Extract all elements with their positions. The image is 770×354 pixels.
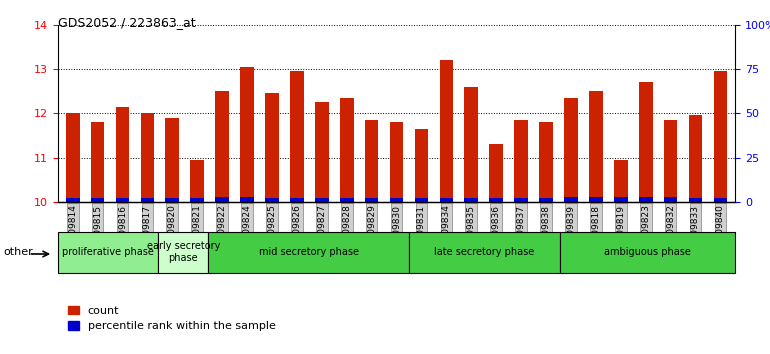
- Bar: [240, 67, 254, 198]
- Bar: [190, 160, 204, 198]
- Bar: [714, 198, 727, 202]
- Text: early secretory
phase: early secretory phase: [146, 241, 220, 263]
- Bar: [116, 107, 129, 198]
- Bar: [714, 71, 727, 198]
- Text: GDS2052 / 223863_at: GDS2052 / 223863_at: [58, 16, 196, 29]
- Bar: [688, 115, 702, 198]
- Bar: [58, 232, 158, 273]
- Bar: [216, 91, 229, 198]
- Bar: [158, 232, 209, 273]
- Bar: [688, 198, 702, 202]
- Text: late secretory phase: late secretory phase: [434, 247, 534, 257]
- Bar: [664, 198, 678, 202]
- Bar: [365, 120, 379, 198]
- Text: proliferative phase: proliferative phase: [62, 247, 154, 257]
- Bar: [414, 198, 428, 202]
- Bar: [315, 102, 329, 198]
- Bar: [639, 82, 652, 198]
- Bar: [589, 198, 603, 202]
- Bar: [141, 198, 154, 202]
- Bar: [166, 198, 179, 202]
- Bar: [66, 113, 79, 198]
- Bar: [315, 198, 329, 202]
- Bar: [490, 198, 503, 202]
- Bar: [589, 91, 603, 198]
- Bar: [116, 198, 129, 202]
- Bar: [91, 122, 105, 198]
- Bar: [209, 232, 409, 273]
- Bar: [141, 113, 154, 198]
- Bar: [290, 198, 303, 202]
- Bar: [490, 144, 503, 198]
- Bar: [639, 198, 652, 202]
- Bar: [265, 93, 279, 198]
- Bar: [664, 120, 678, 198]
- Bar: [560, 232, 735, 273]
- Bar: [414, 129, 428, 198]
- Text: ambiguous phase: ambiguous phase: [604, 247, 691, 257]
- Bar: [539, 198, 553, 202]
- Bar: [240, 198, 254, 202]
- Text: mid secretory phase: mid secretory phase: [259, 247, 359, 257]
- Text: other: other: [4, 247, 34, 257]
- Bar: [614, 198, 628, 202]
- Bar: [539, 122, 553, 198]
- Bar: [166, 118, 179, 198]
- Bar: [440, 60, 454, 198]
- Bar: [390, 122, 403, 198]
- Bar: [409, 232, 560, 273]
- Bar: [564, 98, 578, 198]
- Bar: [66, 198, 79, 202]
- Bar: [464, 198, 478, 202]
- Bar: [216, 198, 229, 202]
- Bar: [564, 198, 578, 202]
- Bar: [440, 198, 454, 202]
- Bar: [190, 198, 204, 202]
- Bar: [340, 198, 353, 202]
- Bar: [390, 198, 403, 202]
- Bar: [614, 160, 628, 198]
- Bar: [514, 198, 528, 202]
- Bar: [340, 98, 353, 198]
- Legend: count, percentile rank within the sample: count, percentile rank within the sample: [63, 301, 280, 336]
- Bar: [464, 87, 478, 198]
- Bar: [290, 71, 303, 198]
- Bar: [91, 198, 105, 202]
- Bar: [265, 198, 279, 202]
- Bar: [365, 198, 379, 202]
- Bar: [514, 120, 528, 198]
